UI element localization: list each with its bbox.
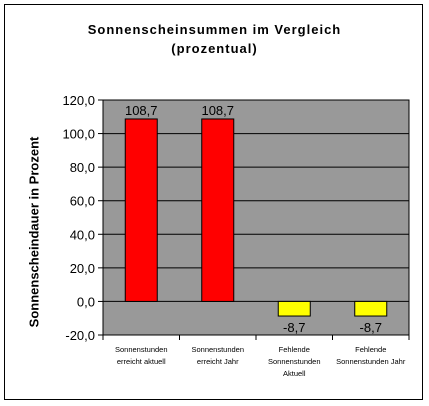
- category-label: Aktuell: [283, 369, 306, 378]
- y-tick-label: 100,0: [62, 127, 95, 142]
- category-label: Sonnenstunden: [191, 345, 244, 354]
- category-label: erreicht aktuell: [117, 357, 166, 366]
- category-label: erreicht Jahr: [197, 357, 239, 366]
- y-tick-label: 60,0: [70, 194, 95, 209]
- data-label: -8,7: [283, 320, 305, 335]
- y-tick-label: 20,0: [70, 261, 95, 276]
- data-label: -8,7: [360, 320, 382, 335]
- y-tick-label: 40,0: [70, 227, 95, 242]
- bar: [277, 300, 311, 317]
- chart-title: Sonnenscheinsummen im Vergleich: [87, 22, 342, 37]
- bar: [201, 118, 235, 302]
- bar: [354, 300, 388, 317]
- y-tick-label: -20,0: [65, 328, 95, 343]
- data-label: 108,7: [125, 103, 158, 118]
- category-label: Sonnenstunden: [115, 345, 168, 354]
- bar: [124, 118, 158, 302]
- category-label: Fehlende: [355, 345, 386, 354]
- category-label: Sonnenstunden: [268, 357, 321, 366]
- y-tick-label: 120,0: [62, 93, 95, 108]
- y-tick-label: 80,0: [70, 160, 95, 175]
- category-label: Fehlende: [279, 345, 310, 354]
- category-label: Sonnenstunden Jahr: [336, 357, 406, 366]
- chart-subtitle: (prozentual): [171, 41, 258, 56]
- y-tick-label: 0,0: [77, 294, 95, 309]
- data-label: 108,7: [201, 103, 234, 118]
